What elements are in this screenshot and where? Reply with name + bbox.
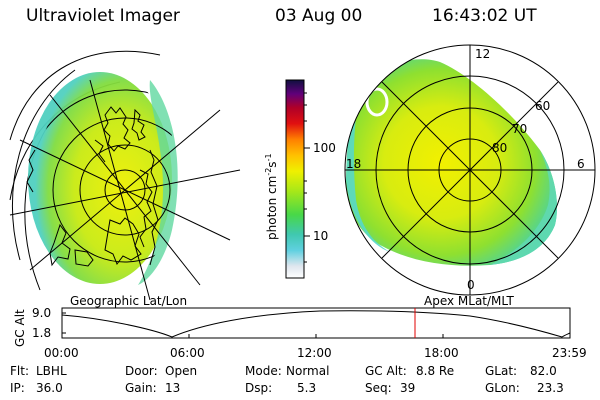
- seq-label: Seq:: [365, 381, 392, 395]
- geo-grid-arc: [9, 50, 161, 141]
- altitude-plot-frame: [61, 307, 571, 339]
- altitude-ylabel: GC Alt: [13, 309, 27, 347]
- geo-grid-arc: [11, 69, 76, 261]
- apex-mlt-line: [381, 81, 559, 259]
- apex-map-panel: 12 18 6 0 60 70 80: [344, 44, 596, 296]
- apex-lat-label-70: 70: [512, 122, 527, 136]
- instrument-title: Ultraviolet Imager: [26, 6, 180, 26]
- altitude-ytick-label: 1.8: [32, 326, 51, 340]
- colorbar-gradient: [285, 79, 305, 279]
- altitude-ytick-label: 9.0: [32, 306, 51, 320]
- glat-value: 82.0: [530, 364, 557, 378]
- apex-lat-label-80: 80: [492, 141, 507, 155]
- colorbar-tick-label: 10: [313, 229, 328, 243]
- altitude-xtick-label: 06:00: [170, 346, 205, 360]
- glat-label: GLat:: [485, 364, 518, 378]
- apex-aurora-edge: [490, 150, 558, 265]
- apex-artifact-ring: [365, 87, 389, 117]
- ip-value: 36.0: [36, 381, 63, 395]
- altitude-xtick-label: 18:00: [424, 346, 459, 360]
- altitude-xtick-label: 12:00: [297, 346, 332, 360]
- colorbar-tick-label: 100: [313, 141, 336, 155]
- apex-aurora-edge: [346, 90, 390, 252]
- geo-meridian: [9, 169, 241, 216]
- gain-value: 13: [165, 381, 181, 395]
- altitude-plot: 9.0 1.8 GC Alt: [13, 306, 571, 347]
- apex-caption: Apex MLat/MLT: [424, 294, 514, 308]
- mode-value: Normal: [286, 364, 330, 378]
- geo-aurora-edge: [138, 80, 178, 285]
- door-value: Open: [165, 364, 198, 378]
- geographic-caption: Geographic Lat/Lon: [70, 294, 187, 308]
- filter-label: Flt:: [10, 364, 29, 378]
- dsp-label: Dsp:: [245, 381, 273, 395]
- colorbar-unit-label: photon cm-2s-1: [264, 153, 279, 240]
- seq-value: 39: [400, 381, 416, 395]
- ip-label: IP:: [10, 381, 25, 395]
- filter-value: LBHL: [36, 364, 67, 378]
- geo-meridian: [89, 79, 151, 301]
- glon-label: GLon:: [485, 381, 520, 395]
- gain-label: Gain:: [125, 381, 157, 395]
- altitude-xtick-label: 00:00: [44, 346, 79, 360]
- geo-lat-circle: [52, 117, 178, 263]
- apex-lat-label-60: 60: [535, 99, 550, 113]
- colorbar: 100 10 photon cm-2s-1: [264, 79, 336, 279]
- geographic-map-panel: [9, 50, 241, 301]
- geo-lat-circle: [79, 144, 171, 236]
- geo-coastlines: [26, 106, 159, 267]
- altitude-xtick-label: 23:59: [552, 346, 587, 360]
- door-label: Door:: [125, 364, 158, 378]
- geo-meridian: [49, 94, 201, 286]
- observation-date: 03 Aug 00: [275, 6, 363, 26]
- altitude-curve: [61, 310, 571, 338]
- gcalt-value: 8.8 Re: [416, 364, 455, 378]
- glon-value: 23.3: [537, 381, 564, 395]
- apex-aurora-emission: [345, 59, 558, 266]
- apex-mlt-label-12: 12: [475, 47, 490, 61]
- gcalt-label: GC Alt:: [365, 364, 407, 378]
- mode-label: Mode:: [245, 364, 282, 378]
- apex-mlt-label-18: 18: [346, 157, 361, 171]
- geo-lat-circle: [38, 89, 178, 282]
- observation-time: 16:43:02 UT: [432, 6, 537, 26]
- apex-mlt-label-0: 0: [467, 278, 475, 292]
- dsp-value: 5.3: [297, 381, 317, 395]
- apex-mlt-label-6: 6: [577, 157, 585, 171]
